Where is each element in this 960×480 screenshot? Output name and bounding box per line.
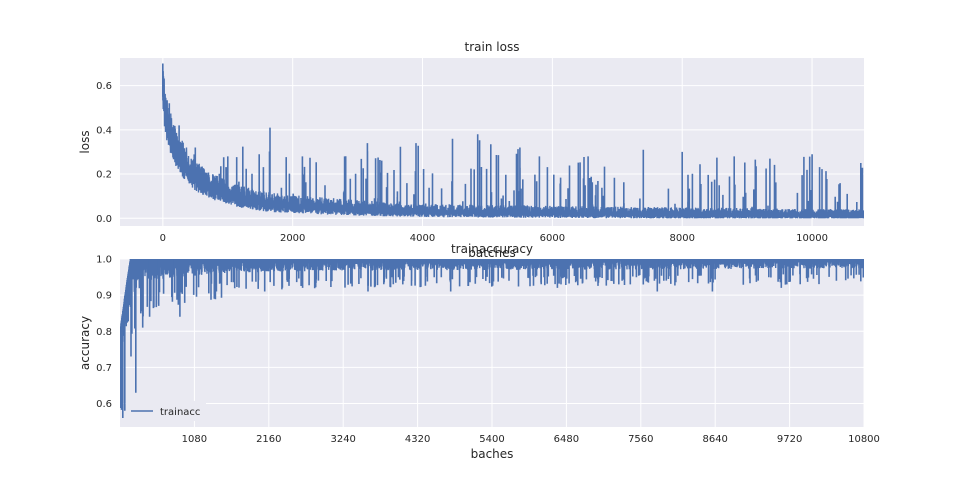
x-tick-label: 6480	[554, 434, 579, 445]
x-tick-label: 1080	[182, 434, 207, 445]
legend-box	[126, 401, 206, 421]
x-tick-label: 6000	[540, 233, 565, 244]
accuracy-y-ticks: 0.6 0.7 0.8 0.9 1.0	[96, 255, 112, 411]
accuracy-y-axis-label: accuracy	[78, 316, 92, 370]
x-tick-label: 10000	[796, 233, 828, 244]
x-tick-label: 4000	[410, 233, 435, 244]
loss-spikes	[162, 63, 864, 216]
loss-chart: 0 2000 4000 6000 8000 10000 0.0 0.2 0.4 0.6 trai…	[78, 40, 864, 260]
x-tick-label: 3240	[330, 434, 355, 445]
y-tick-label: 0.6	[96, 399, 112, 410]
legend: trainacc	[126, 401, 206, 421]
x-tick-label: 8000	[669, 233, 694, 244]
x-tick-label: 7560	[628, 434, 653, 445]
x-tick-label: 2160	[256, 434, 281, 445]
x-tick-label: 10800	[848, 434, 880, 445]
accuracy-chart-title: trainaccuracy	[451, 242, 533, 256]
y-tick-label: 1.0	[96, 255, 112, 266]
accuracy-x-axis-label: baches	[471, 447, 514, 461]
accuracy-line	[120, 259, 864, 367]
y-tick-label: 0.9	[96, 291, 112, 302]
loss-x-axis-label: batches	[468, 246, 516, 260]
y-tick-label: 0.4	[96, 125, 112, 136]
x-tick-label: 4320	[405, 434, 430, 445]
x-tick-label: 8640	[702, 434, 727, 445]
legend-label: trainacc	[160, 407, 200, 418]
accuracy-chart: 1080 2160 3240 4320 5400 6480 7560 8640 9720 1080…	[78, 242, 880, 461]
loss-y-axis-label: loss	[78, 130, 92, 153]
loss-chart-title: train loss	[465, 40, 520, 54]
x-tick-label: 5400	[479, 434, 504, 445]
y-tick-label: 0.8	[96, 327, 112, 338]
loss-x-ticks: 0 2000 4000 6000 8000 10000	[160, 233, 828, 244]
y-tick-label: 0.7	[96, 363, 112, 374]
x-tick-label: 0	[160, 233, 166, 244]
loss-series	[162, 63, 864, 219]
x-tick-label: 2000	[280, 233, 305, 244]
accuracy-x-ticks: 1080 2160 3240 4320 5400 6480 7560 8640 9720 1080…	[182, 434, 880, 445]
y-tick-label: 0.6	[96, 81, 112, 92]
y-tick-label: 0.0	[96, 214, 112, 225]
x-tick-label: 9720	[777, 434, 802, 445]
accuracy-series	[120, 259, 864, 418]
y-tick-label: 0.2	[96, 170, 112, 181]
accuracy-dips	[120, 259, 864, 418]
loss-y-ticks: 0.0 0.2 0.4 0.6	[96, 81, 112, 225]
